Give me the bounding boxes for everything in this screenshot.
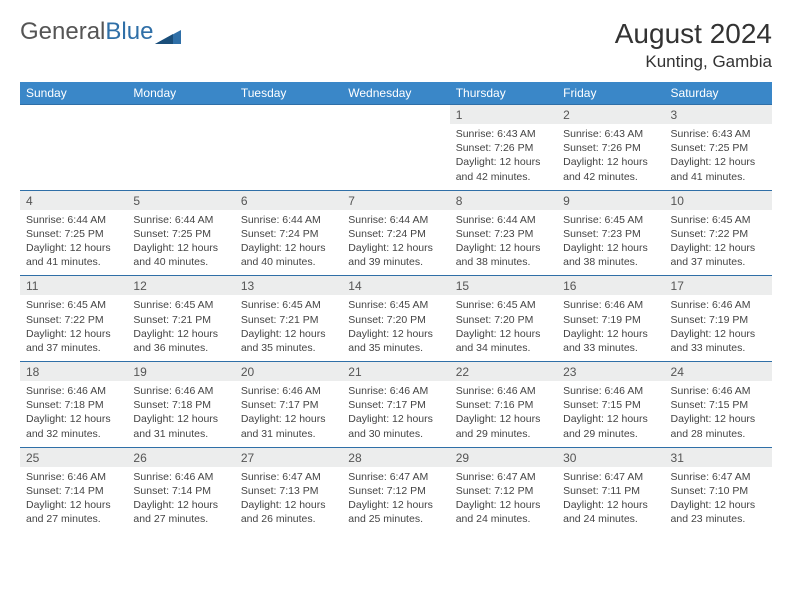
day-number-cell: 5: [127, 190, 234, 210]
day-detail-cell: Sunrise: 6:47 AM Sunset: 7:13 PM Dayligh…: [235, 467, 342, 533]
day-number-cell: 1: [450, 105, 557, 125]
day-detail-cell: [235, 124, 342, 190]
day-detail-cell: Sunrise: 6:45 AM Sunset: 7:20 PM Dayligh…: [342, 295, 449, 361]
day-detail-cell: Sunrise: 6:45 AM Sunset: 7:21 PM Dayligh…: [127, 295, 234, 361]
day-detail-cell: Sunrise: 6:46 AM Sunset: 7:17 PM Dayligh…: [342, 381, 449, 447]
day-detail-cell: Sunrise: 6:46 AM Sunset: 7:18 PM Dayligh…: [20, 381, 127, 447]
day-number-cell: 15: [450, 276, 557, 296]
day-number-cell: 25: [20, 447, 127, 467]
day-number-cell: 18: [20, 362, 127, 382]
day-detail-cell: Sunrise: 6:45 AM Sunset: 7:22 PM Dayligh…: [665, 210, 772, 276]
day-detail-row: Sunrise: 6:46 AM Sunset: 7:14 PM Dayligh…: [20, 467, 772, 533]
weekday-header: Tuesday: [235, 82, 342, 105]
day-detail-cell: Sunrise: 6:44 AM Sunset: 7:24 PM Dayligh…: [342, 210, 449, 276]
weekday-header: Saturday: [665, 82, 772, 105]
day-number-cell: 30: [557, 447, 664, 467]
day-detail-cell: Sunrise: 6:47 AM Sunset: 7:12 PM Dayligh…: [450, 467, 557, 533]
day-number-cell: 3: [665, 105, 772, 125]
location-label: Kunting, Gambia: [615, 52, 772, 72]
day-detail-cell: Sunrise: 6:46 AM Sunset: 7:17 PM Dayligh…: [235, 381, 342, 447]
day-number-cell: 14: [342, 276, 449, 296]
day-number-cell: [235, 105, 342, 125]
day-detail-row: Sunrise: 6:46 AM Sunset: 7:18 PM Dayligh…: [20, 381, 772, 447]
day-number-cell: 9: [557, 190, 664, 210]
weekday-header: Monday: [127, 82, 234, 105]
day-number-cell: 28: [342, 447, 449, 467]
day-number-cell: 22: [450, 362, 557, 382]
day-number-row: 25262728293031: [20, 447, 772, 467]
day-detail-cell: Sunrise: 6:44 AM Sunset: 7:24 PM Dayligh…: [235, 210, 342, 276]
day-number-cell: [127, 105, 234, 125]
day-detail-cell: [342, 124, 449, 190]
weekday-header-row: Sunday Monday Tuesday Wednesday Thursday…: [20, 82, 772, 105]
day-number-cell: 23: [557, 362, 664, 382]
day-number-row: 11121314151617: [20, 276, 772, 296]
day-detail-cell: Sunrise: 6:46 AM Sunset: 7:15 PM Dayligh…: [665, 381, 772, 447]
day-number-cell: 20: [235, 362, 342, 382]
day-number-cell: 10: [665, 190, 772, 210]
day-number-cell: 17: [665, 276, 772, 296]
day-detail-cell: Sunrise: 6:45 AM Sunset: 7:22 PM Dayligh…: [20, 295, 127, 361]
day-detail-cell: Sunrise: 6:45 AM Sunset: 7:21 PM Dayligh…: [235, 295, 342, 361]
day-number-cell: 24: [665, 362, 772, 382]
day-detail-cell: Sunrise: 6:43 AM Sunset: 7:26 PM Dayligh…: [450, 124, 557, 190]
day-number-cell: 27: [235, 447, 342, 467]
day-detail-cell: Sunrise: 6:46 AM Sunset: 7:14 PM Dayligh…: [20, 467, 127, 533]
day-detail-cell: Sunrise: 6:44 AM Sunset: 7:25 PM Dayligh…: [20, 210, 127, 276]
day-detail-cell: Sunrise: 6:46 AM Sunset: 7:19 PM Dayligh…: [665, 295, 772, 361]
title-block: August 2024 Kunting, Gambia: [615, 18, 772, 72]
day-detail-cell: Sunrise: 6:46 AM Sunset: 7:19 PM Dayligh…: [557, 295, 664, 361]
day-number-row: 45678910: [20, 190, 772, 210]
day-detail-cell: Sunrise: 6:46 AM Sunset: 7:16 PM Dayligh…: [450, 381, 557, 447]
day-detail-cell: Sunrise: 6:45 AM Sunset: 7:23 PM Dayligh…: [557, 210, 664, 276]
day-detail-cell: Sunrise: 6:43 AM Sunset: 7:26 PM Dayligh…: [557, 124, 664, 190]
day-number-cell: 19: [127, 362, 234, 382]
day-detail-row: Sunrise: 6:44 AM Sunset: 7:25 PM Dayligh…: [20, 210, 772, 276]
day-number-cell: 29: [450, 447, 557, 467]
day-number-cell: [20, 105, 127, 125]
day-detail-cell: Sunrise: 6:45 AM Sunset: 7:20 PM Dayligh…: [450, 295, 557, 361]
day-number-row: 18192021222324: [20, 362, 772, 382]
weekday-header: Sunday: [20, 82, 127, 105]
calendar-table: Sunday Monday Tuesday Wednesday Thursday…: [20, 82, 772, 533]
day-detail-cell: Sunrise: 6:46 AM Sunset: 7:15 PM Dayligh…: [557, 381, 664, 447]
day-number-cell: 6: [235, 190, 342, 210]
day-detail-cell: Sunrise: 6:46 AM Sunset: 7:18 PM Dayligh…: [127, 381, 234, 447]
brand-part1: General: [20, 18, 105, 46]
day-number-cell: 31: [665, 447, 772, 467]
weekday-header: Friday: [557, 82, 664, 105]
day-detail-cell: Sunrise: 6:47 AM Sunset: 7:12 PM Dayligh…: [342, 467, 449, 533]
day-detail-cell: Sunrise: 6:44 AM Sunset: 7:25 PM Dayligh…: [127, 210, 234, 276]
day-number-cell: 16: [557, 276, 664, 296]
day-number-cell: 2: [557, 105, 664, 125]
day-detail-row: Sunrise: 6:43 AM Sunset: 7:26 PM Dayligh…: [20, 124, 772, 190]
day-number-cell: [342, 105, 449, 125]
brand-part2: Blue: [105, 18, 153, 46]
weekday-header: Wednesday: [342, 82, 449, 105]
day-number-cell: 12: [127, 276, 234, 296]
day-detail-cell: Sunrise: 6:44 AM Sunset: 7:23 PM Dayligh…: [450, 210, 557, 276]
weekday-header: Thursday: [450, 82, 557, 105]
day-number-cell: 7: [342, 190, 449, 210]
day-number-cell: 13: [235, 276, 342, 296]
day-detail-cell: [20, 124, 127, 190]
day-detail-cell: Sunrise: 6:46 AM Sunset: 7:14 PM Dayligh…: [127, 467, 234, 533]
day-number-cell: 11: [20, 276, 127, 296]
day-number-cell: 21: [342, 362, 449, 382]
day-detail-cell: Sunrise: 6:47 AM Sunset: 7:10 PM Dayligh…: [665, 467, 772, 533]
day-detail-row: Sunrise: 6:45 AM Sunset: 7:22 PM Dayligh…: [20, 295, 772, 361]
month-title: August 2024: [615, 18, 772, 50]
day-number-cell: 4: [20, 190, 127, 210]
day-number-cell: 26: [127, 447, 234, 467]
day-detail-cell: [127, 124, 234, 190]
day-number-cell: 8: [450, 190, 557, 210]
day-detail-cell: Sunrise: 6:47 AM Sunset: 7:11 PM Dayligh…: [557, 467, 664, 533]
page-header: GeneralBlue August 2024 Kunting, Gambia: [20, 18, 772, 72]
day-number-row: 123: [20, 105, 772, 125]
day-detail-cell: Sunrise: 6:43 AM Sunset: 7:25 PM Dayligh…: [665, 124, 772, 190]
logo-triangle-icon: [155, 23, 181, 41]
brand-logo: GeneralBlue: [20, 18, 181, 46]
